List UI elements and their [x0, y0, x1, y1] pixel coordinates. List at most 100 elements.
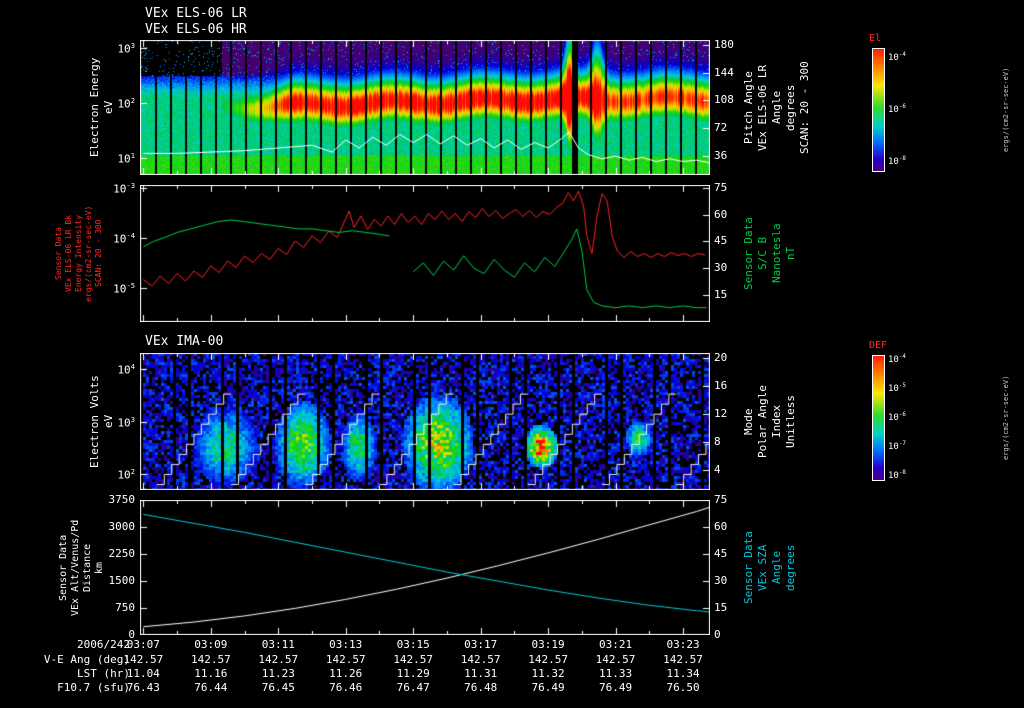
time-tick-label: 03:09	[194, 638, 228, 651]
colorbar-tick-label: 10-6	[888, 412, 906, 423]
time-tick-label: 03:13	[329, 638, 363, 651]
left-axis-label-line: eV	[102, 100, 115, 115]
ancillary-value: 76.49	[598, 681, 633, 694]
right-tick-label: 45	[714, 547, 728, 560]
colorbar-title: DEF	[869, 340, 888, 351]
left-axis-label-line: VEx Alt/Venus/Pd	[70, 519, 81, 616]
ancillary-value: 76.48	[464, 681, 498, 694]
ancillary-value: 11.04	[126, 667, 160, 680]
y-tick-label: 104	[117, 361, 135, 377]
colorbar-unit-label: ergs/(cm2-sr-sec-eV)	[1002, 48, 1010, 172]
right-tick-label: 180	[714, 38, 734, 52]
y-tick-label: 101	[117, 151, 135, 167]
ancillary-value: 76.46	[329, 681, 363, 694]
y-tick-label: 2250	[108, 547, 136, 560]
left-axis-label-line: ergs/(cm2-sr-sec-eV)	[84, 205, 93, 302]
right-axis-label-line: Angle	[770, 550, 783, 585]
els-title-hr: VEx ELS-06 HR	[145, 22, 247, 37]
right-axis-label-line: nT	[784, 246, 797, 261]
left-axis-label: Sensor Data VEx ELS-06 LR Bk Energy Intens…	[54, 185, 103, 322]
ancillary-value: 142.57	[528, 653, 568, 666]
y-tick-label: 3000	[108, 520, 136, 533]
right-tick-label: 108	[714, 93, 734, 107]
ancillary-value: 11.33	[598, 667, 633, 680]
ima-spectrogram-canvas	[140, 353, 710, 490]
date-label: 2006/242	[77, 638, 130, 651]
ancillary-value: 11.34	[666, 667, 700, 680]
colorbar-unit-text: ergs/(cm2-sr-sec-eV)	[1002, 67, 1010, 153]
right-axis-label: Sensor Data VEx SZA Angle degrees	[742, 500, 797, 635]
colorbar-tick-label: 10-4	[888, 354, 906, 366]
els-title-lr: VEx ELS-06 LR	[145, 6, 247, 21]
right-tick-label: 4	[714, 463, 721, 477]
ima-colorbar	[872, 355, 885, 481]
right-axis-label-line: degrees	[784, 84, 797, 131]
time-tick-label: 03:15	[396, 638, 430, 651]
right-tick-label: 75	[714, 180, 728, 194]
right-axis-label-line: Pitch Angle	[742, 71, 755, 144]
ancillary-value: 11.23	[261, 667, 295, 680]
right-axis-label-line: Sensor Data	[742, 531, 755, 604]
y-tick-label: 102	[117, 467, 135, 482]
right-axis-label: Sensor Data S/C B Nanotesla nT	[742, 185, 797, 322]
ancillary-value: 142.57	[123, 653, 164, 666]
y-tick-label: 0	[128, 628, 135, 641]
time-tick-label: 03:07	[126, 638, 160, 651]
time-tick-label: 03:21	[598, 638, 633, 651]
time-tick-label: 03:17	[464, 638, 498, 651]
right-tick-label: 15	[714, 288, 728, 302]
right-axis-label-line: degrees	[784, 544, 797, 591]
left-axis-label-line: Distance	[82, 543, 93, 592]
ancillary-value: 142.57	[393, 653, 434, 666]
ancillary-value: 142.57	[325, 653, 366, 666]
colorbar-unit-text: ergs/(cm2-sr-sec-eV)	[1002, 375, 1010, 461]
ancillary-value: 76.50	[666, 681, 700, 694]
right-axis-label-line: S/C B	[756, 236, 769, 271]
left-axis-label-line: VEx ELS-06 LR Bk	[64, 214, 73, 293]
els-colorbar	[872, 48, 885, 172]
right-tick-label: 30	[714, 574, 728, 587]
ancillary-value: 142.57	[460, 653, 501, 666]
ancillary-value: 11.32	[531, 667, 565, 680]
left-axis-label-line: Sensor Data	[54, 227, 63, 280]
right-axis-label-line: VEx SZA	[756, 544, 769, 591]
right-tick-label: 60	[714, 207, 728, 221]
ancillary-value: 76.47	[396, 681, 430, 694]
ancillary-value: 76.44	[194, 681, 228, 694]
ancillary-value: 142.57	[258, 653, 299, 666]
ancillary-value: 76.49	[531, 681, 565, 694]
right-tick-label: 144	[714, 65, 734, 79]
ancillary-row-label: V-E Ang (deg)	[43, 653, 130, 666]
y-tick-label: 103	[117, 41, 135, 56]
right-tick-label: 8	[714, 435, 721, 449]
right-tick-label: 20	[714, 351, 728, 365]
left-axis-label-line: Sensor Data	[58, 534, 69, 601]
ancillary-value: 11.16	[194, 667, 228, 680]
left-axis-label-line: Electron Volts	[88, 375, 101, 468]
left-axis-label: Sensor Data VEx Alt/Venus/Pd Distance km	[58, 500, 105, 635]
right-tick-label: 15	[714, 601, 728, 614]
y-tick-label: 1500	[108, 574, 136, 587]
right-axis-label-line: Unitless	[784, 395, 797, 448]
right-axis-label-line: Mode	[742, 408, 755, 435]
time-tick-label: 03:19	[531, 638, 565, 651]
y-tick-label: 10-5	[113, 281, 135, 297]
els-spectrogram-canvas	[140, 40, 710, 175]
left-axis-label-line: km	[94, 561, 105, 574]
ancillary-value: 142.57	[190, 653, 231, 666]
colorbar-tick-label: 10-8	[888, 469, 906, 481]
y-tick-label: 103	[117, 414, 135, 430]
right-tick-label: 0	[714, 628, 721, 641]
time-tick-label: 03:11	[261, 638, 295, 651]
colorbar-title: El	[869, 33, 882, 44]
right-axis-label-line: Sensor Data	[742, 217, 755, 290]
right-tick-label: 36	[714, 148, 728, 162]
left-axis-label-line: SCAN: 20 - 300	[94, 219, 103, 288]
colorbar-tick-label: 10-4	[888, 51, 906, 63]
time-tick-label: 03:23	[666, 638, 700, 651]
ancillary-value: 76.43	[126, 681, 160, 694]
ancillary-value: 11.31	[464, 667, 498, 680]
ancillary-value: 11.29	[396, 667, 430, 680]
ancillary-value: 76.45	[261, 681, 295, 694]
